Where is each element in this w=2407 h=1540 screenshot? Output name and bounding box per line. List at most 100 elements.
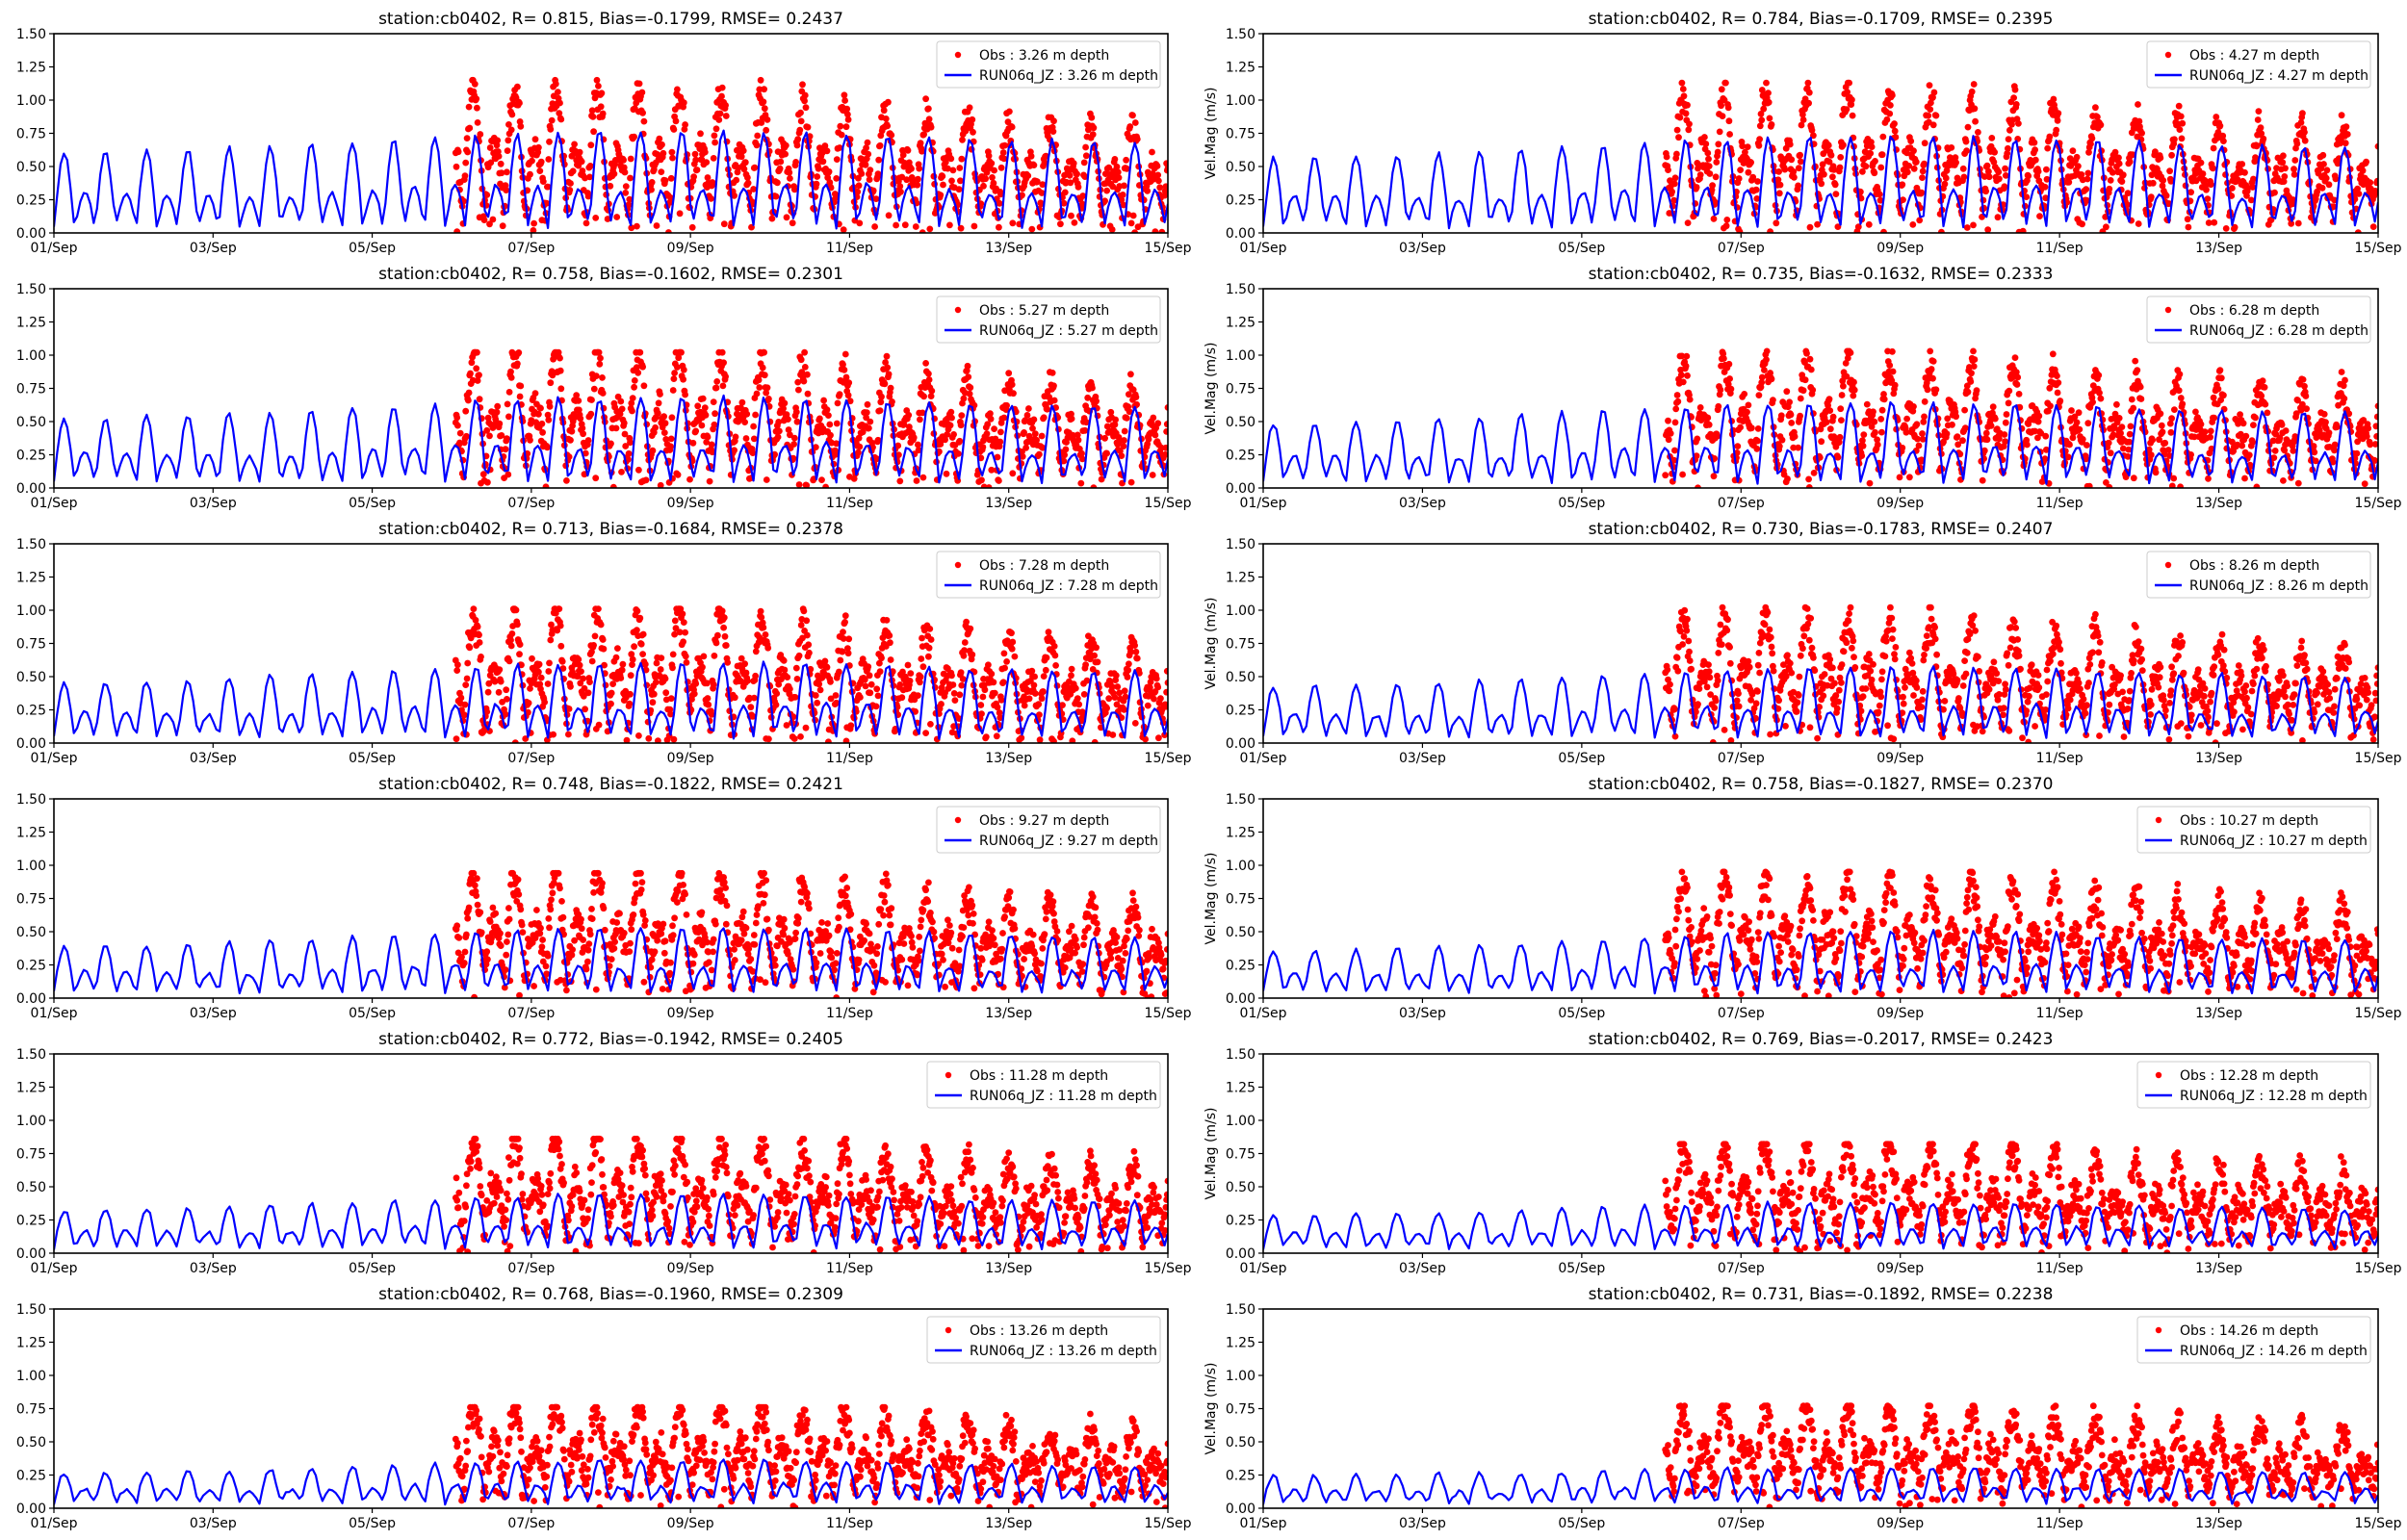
- obs-point: [1033, 436, 1040, 444]
- obs-point: [792, 408, 800, 416]
- obs-point: [527, 170, 533, 178]
- obs-point: [1060, 457, 1068, 465]
- obs-points: [452, 348, 1168, 488]
- obs-point: [2167, 178, 2175, 185]
- obs-point: [1164, 165, 1168, 172]
- obs-point: [2253, 483, 2261, 488]
- obs-point: [2054, 372, 2060, 379]
- obs-point: [955, 186, 963, 193]
- obs-point: [593, 76, 601, 84]
- obs-point: [957, 177, 964, 185]
- obs-point: [1038, 190, 1046, 196]
- obs-point: [801, 364, 809, 371]
- obs-point: [714, 631, 721, 639]
- obs-point: [587, 410, 595, 418]
- obs-point: [2373, 413, 2378, 421]
- obs-point: [613, 214, 621, 220]
- obs-point: [763, 476, 770, 483]
- obs-point: [2297, 406, 2305, 414]
- obs-point: [741, 660, 748, 668]
- obs-point: [1129, 212, 1137, 219]
- obs-point: [722, 372, 729, 380]
- obs-point: [1921, 140, 1928, 147]
- x-tick-label: 09/Sep: [1876, 241, 1924, 256]
- obs-point: [2025, 172, 2032, 180]
- obs-point: [1006, 108, 1013, 116]
- obs-point: [764, 644, 772, 652]
- obs-point: [1829, 173, 1836, 181]
- obs-point: [1028, 225, 1036, 233]
- obs-point: [1101, 434, 1108, 442]
- obs-point: [667, 194, 674, 201]
- obs-point: [2107, 449, 2114, 457]
- obs-point: [463, 432, 470, 440]
- obs-point: [483, 708, 491, 715]
- obs-point: [1131, 229, 1138, 233]
- y-tick-label: 0.00: [16, 481, 46, 497]
- obs-point: [833, 440, 841, 448]
- obs-point: [1891, 120, 1898, 127]
- obs-point: [765, 396, 772, 402]
- obs-point: [2231, 223, 2239, 231]
- obs-point: [2014, 373, 2022, 381]
- obs-point: [2168, 482, 2176, 488]
- obs-point: [787, 175, 793, 182]
- obs-point: [1763, 356, 1770, 364]
- obs-point: [783, 214, 790, 221]
- obs-point: [718, 84, 726, 91]
- obs-point: [2012, 101, 2020, 108]
- obs-point: [996, 438, 1004, 446]
- obs-point: [2253, 142, 2261, 150]
- obs-point: [988, 160, 996, 167]
- obs-point: [756, 86, 764, 93]
- obs-point: [636, 348, 644, 356]
- obs-point: [1671, 180, 1678, 188]
- y-tick-label: 1.25: [1226, 316, 1255, 331]
- obs-point: [904, 146, 912, 154]
- obs-point: [712, 639, 720, 647]
- obs-point: [555, 89, 561, 95]
- obs-point: [1120, 201, 1127, 209]
- obs-point: [690, 690, 698, 698]
- obs-point: [680, 375, 686, 383]
- obs-point: [1662, 472, 1669, 479]
- obs-point: [1023, 412, 1031, 419]
- obs-point: [1725, 117, 1733, 125]
- obs-point: [733, 176, 740, 184]
- obs-point: [544, 411, 552, 419]
- obs-point: [1919, 167, 1927, 175]
- obs-point: [2145, 446, 2153, 453]
- obs-point: [2171, 136, 2178, 143]
- obs-point: [1041, 159, 1048, 167]
- obs-point: [970, 128, 976, 136]
- obs-point: [978, 476, 985, 484]
- obs-point: [2171, 406, 2178, 413]
- obs-point: [793, 676, 801, 682]
- obs-point: [1060, 199, 1068, 207]
- obs-point: [2210, 165, 2216, 172]
- obs-point: [507, 374, 515, 381]
- obs-point: [453, 414, 461, 422]
- obs-point: [2003, 411, 2010, 418]
- x-tick-label: 15/Sep: [2355, 496, 2402, 511]
- obs-point: [1665, 417, 1671, 424]
- obs-point: [556, 354, 563, 362]
- obs-point: [1757, 111, 1765, 117]
- obs-point: [1837, 405, 1845, 413]
- obs-point: [620, 420, 628, 426]
- obs-point: [1686, 396, 1694, 403]
- obs-point: [1858, 452, 1866, 459]
- x-tick-label: 05/Sep: [1558, 241, 1605, 256]
- obs-point: [718, 348, 726, 356]
- obs-point: [2290, 448, 2297, 454]
- obs-point: [596, 360, 604, 368]
- obs-point: [676, 210, 684, 218]
- obs-point: [639, 109, 646, 116]
- obs-point: [2301, 137, 2309, 144]
- obs-point: [680, 99, 687, 107]
- y-tick-label: 0.25: [1226, 193, 1255, 209]
- obs-point: [814, 173, 821, 180]
- obs-point: [801, 97, 808, 105]
- obs-point: [969, 116, 976, 123]
- obs-point: [1990, 159, 1998, 166]
